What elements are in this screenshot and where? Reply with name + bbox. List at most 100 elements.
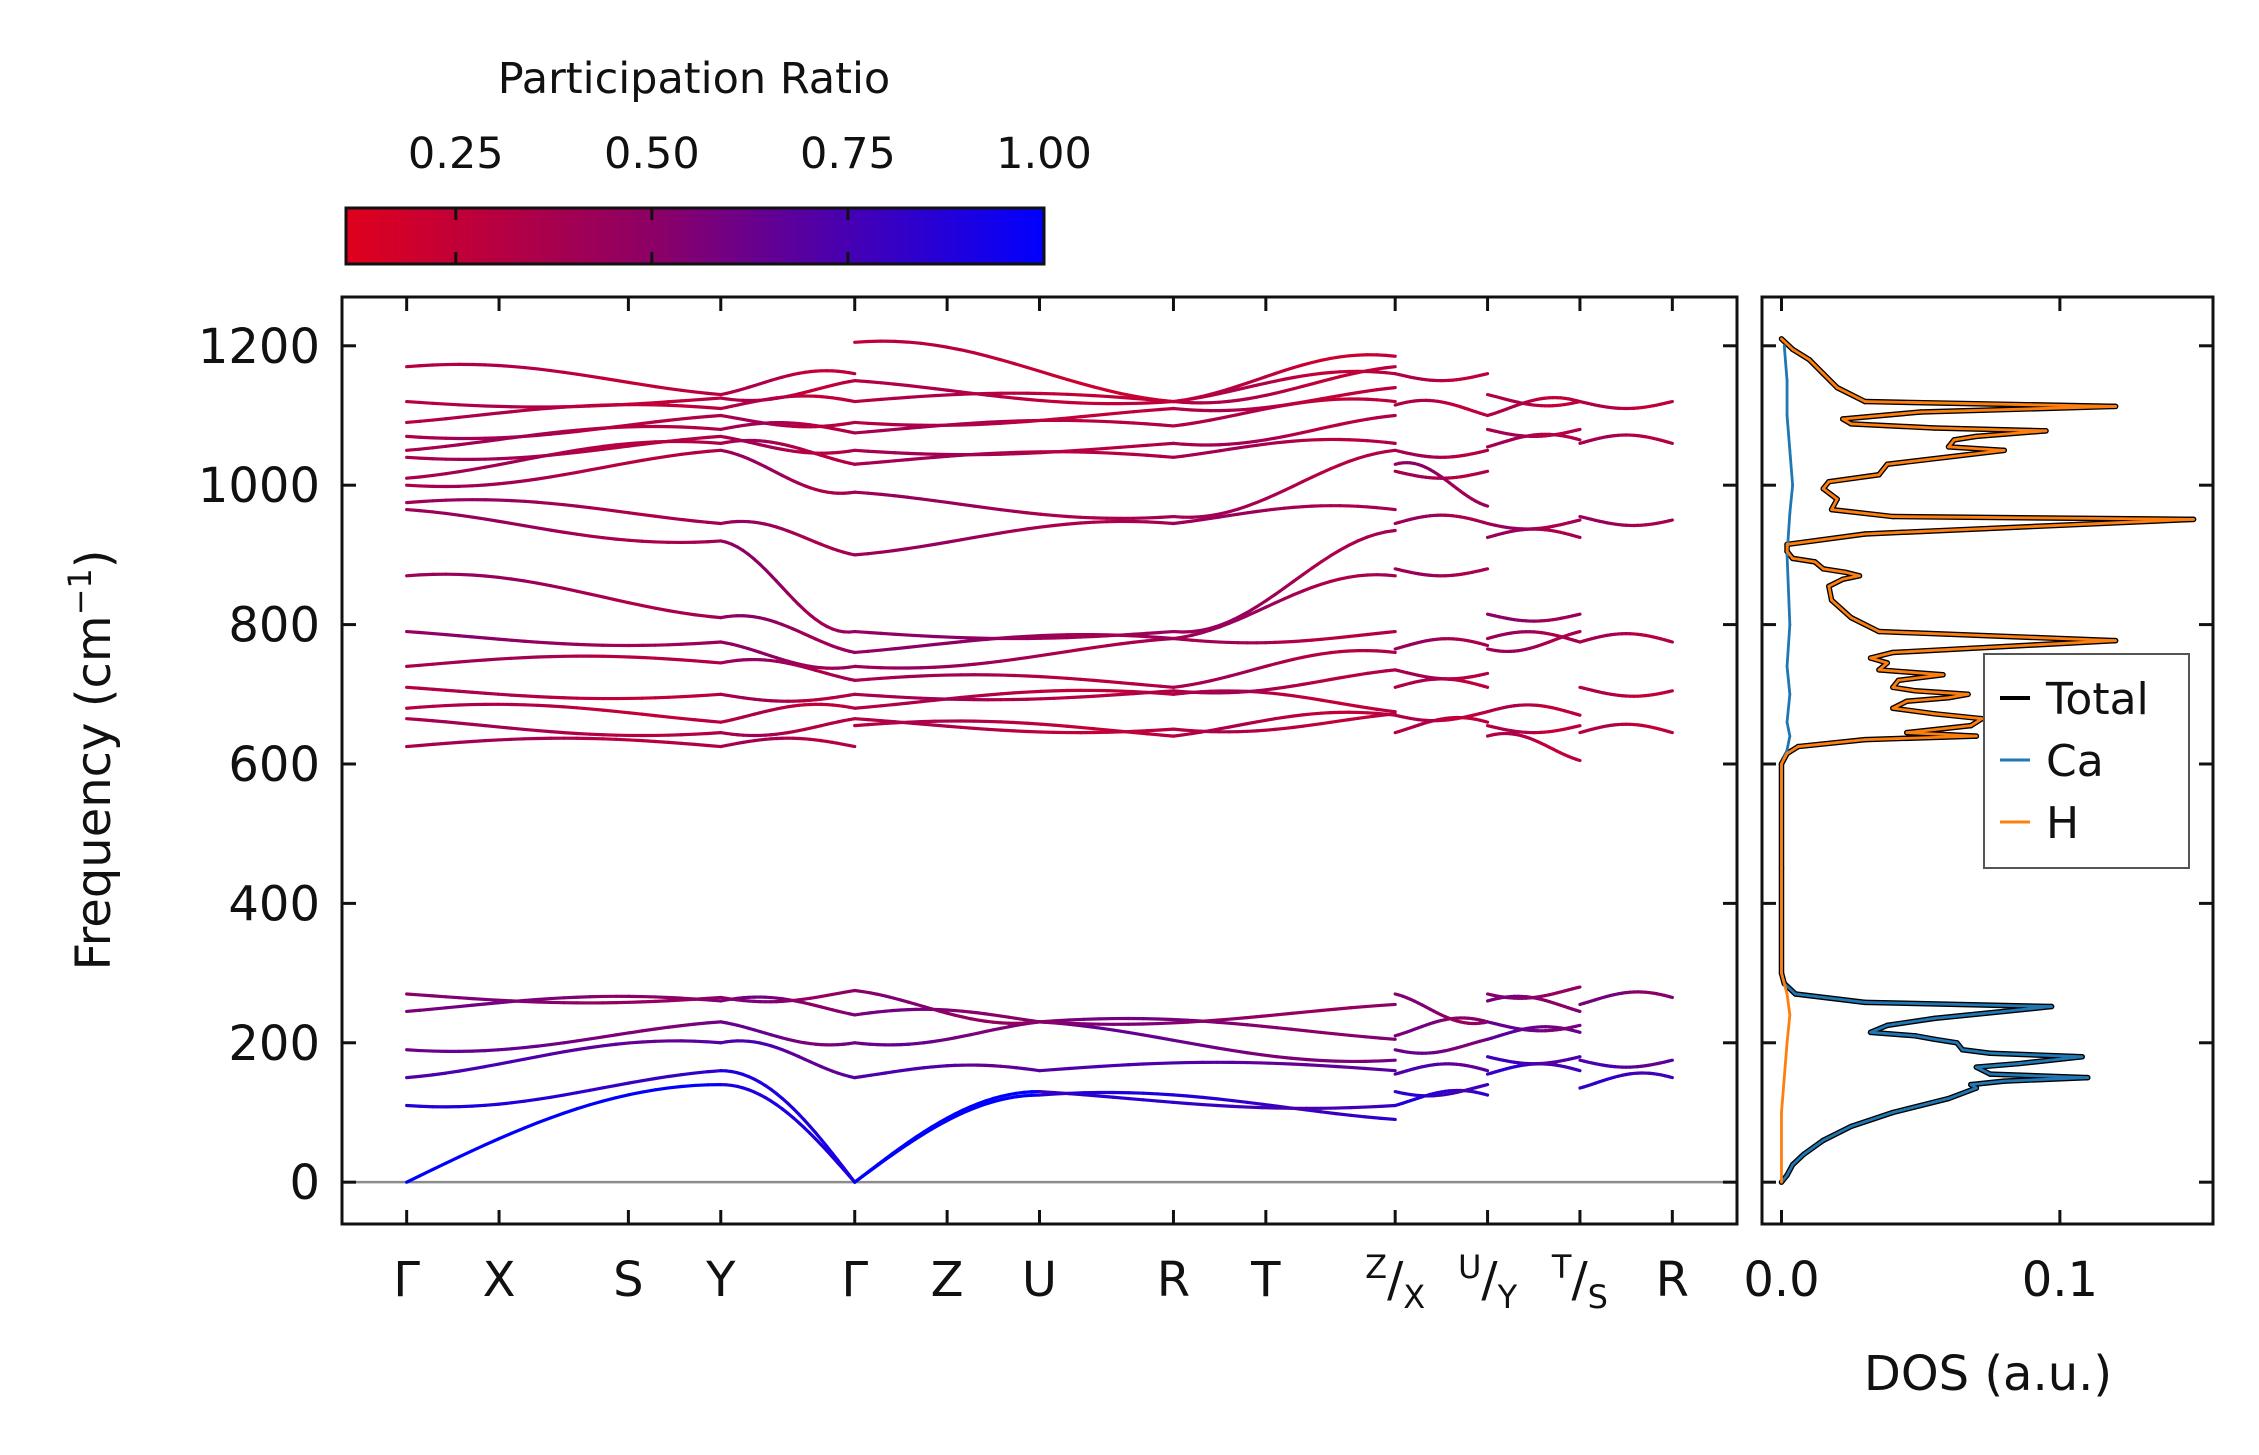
band-line-segment xyxy=(706,448,723,453)
band-line-segment xyxy=(640,1027,657,1033)
band-line-segment xyxy=(1132,452,1149,457)
band-line-segment xyxy=(879,647,897,652)
band-line-segment xyxy=(535,1042,553,1048)
band-line-segment xyxy=(627,655,644,660)
band-line-segment xyxy=(959,502,976,508)
band-line-segment xyxy=(1666,639,1674,644)
band-line-segment xyxy=(1666,689,1674,694)
band-line-segment xyxy=(522,407,540,413)
dos-ca-segment xyxy=(1961,1048,1992,1055)
band-line-segment xyxy=(1092,446,1109,451)
band-line-segment xyxy=(1158,684,1176,689)
high-symmetry-label: R xyxy=(1157,1252,1190,1308)
band-line-segment xyxy=(1067,1092,1086,1097)
band-line-segment xyxy=(692,641,710,646)
band-line-segment xyxy=(1319,1030,1338,1036)
band-line-segment xyxy=(418,363,435,368)
band-line-segment xyxy=(1145,520,1162,525)
band-line-segment xyxy=(1200,1043,1219,1050)
band-line-segment xyxy=(627,511,644,517)
band-line-segment xyxy=(509,498,527,503)
band-line-segment xyxy=(509,521,527,528)
band-line-segment xyxy=(509,1099,527,1105)
band-line-segment xyxy=(509,364,527,370)
dos-ca-segment xyxy=(1869,1023,1889,1034)
band-line-segment xyxy=(1338,543,1351,552)
band-line-segment xyxy=(866,429,883,434)
band-line-segment xyxy=(640,539,657,544)
band-line-segment xyxy=(431,498,448,503)
high-symmetry-label: Y xyxy=(705,1252,736,1308)
band-line-segment xyxy=(706,1020,723,1025)
dos-h-segment xyxy=(1891,699,1909,710)
band-line-segment xyxy=(535,475,553,481)
band-line-segment xyxy=(1052,649,1069,656)
band-line-segment xyxy=(692,390,710,395)
band-line-segment xyxy=(405,434,422,439)
band-line-segment xyxy=(1025,451,1043,455)
band-line-segment xyxy=(853,448,870,453)
band-line-segment xyxy=(614,1081,631,1088)
dos-h-segment xyxy=(1891,685,1917,693)
band-line-segment xyxy=(1052,449,1069,454)
band-line-segment xyxy=(1291,573,1305,583)
dos-legend: Total Ca H xyxy=(1983,653,2190,869)
y-tick-label: 1200 xyxy=(198,319,320,375)
band-line-segment xyxy=(640,655,657,660)
band-line-segment xyxy=(653,714,671,719)
band-line-segment xyxy=(1666,399,1674,405)
band-line-segment xyxy=(866,397,883,403)
band-line-segment xyxy=(562,530,579,536)
band-line-segment xyxy=(470,690,487,695)
band-line-segment xyxy=(1092,412,1109,418)
band-y-axis-label: Frequency (cm−1) xyxy=(61,549,122,970)
band-line-segment xyxy=(692,519,710,524)
band-line-segment xyxy=(919,673,937,678)
band-line-segment xyxy=(1171,1038,1190,1045)
band-line-segment xyxy=(666,438,684,443)
band-line-segment xyxy=(601,507,618,513)
band-line-segment xyxy=(1275,1011,1294,1017)
band-line-segment xyxy=(405,507,422,513)
band-line-segment xyxy=(444,443,461,448)
band-line-segment xyxy=(919,542,937,549)
band-line-segment xyxy=(972,533,990,540)
band-line-segment xyxy=(706,692,723,697)
band-line-segment xyxy=(470,658,487,663)
band-line-segment xyxy=(562,1039,579,1045)
band-line-segment xyxy=(1126,1096,1145,1102)
band-line-segment xyxy=(919,341,937,347)
band-line-segment xyxy=(946,388,963,394)
band-line-segment xyxy=(932,393,950,398)
band-line-segment xyxy=(1145,630,1162,635)
band-line-segment xyxy=(470,403,487,408)
band-line-segment xyxy=(853,1174,865,1184)
band-line-segment xyxy=(614,423,631,429)
band-line-segment xyxy=(1078,393,1096,398)
colorbar: Participation Ratio 0.25 0.50 0.75 1.00 xyxy=(344,54,1092,266)
band-line-segment xyxy=(906,700,923,705)
band-line-segment xyxy=(1230,1016,1249,1021)
band-line-segment xyxy=(627,440,644,446)
band-line-segment xyxy=(470,483,487,488)
band-line-segment xyxy=(932,634,950,639)
band-line-segment xyxy=(405,717,422,722)
band-line-segment xyxy=(866,704,883,709)
band-line-segment xyxy=(692,718,710,723)
dos-h-segment xyxy=(1807,358,1825,376)
band-line-segment xyxy=(601,403,618,408)
legend-label-total: Total xyxy=(2045,674,2149,725)
band-line-segment xyxy=(535,695,553,699)
band-line-segment xyxy=(1132,631,1149,636)
legend-label-ca: Ca xyxy=(2046,736,2104,787)
band-line-segment xyxy=(679,398,697,403)
band-line-segment xyxy=(666,995,684,1000)
band-line-segment xyxy=(496,692,513,697)
band-line-segment xyxy=(1482,1067,1490,1073)
band-line-segment xyxy=(431,631,448,637)
band-line-segment xyxy=(946,345,963,352)
band-line-segment xyxy=(1092,419,1109,424)
band-line-segment xyxy=(1039,675,1056,680)
band-line-segment xyxy=(1126,1062,1145,1067)
band-line-segment xyxy=(1334,1112,1353,1117)
